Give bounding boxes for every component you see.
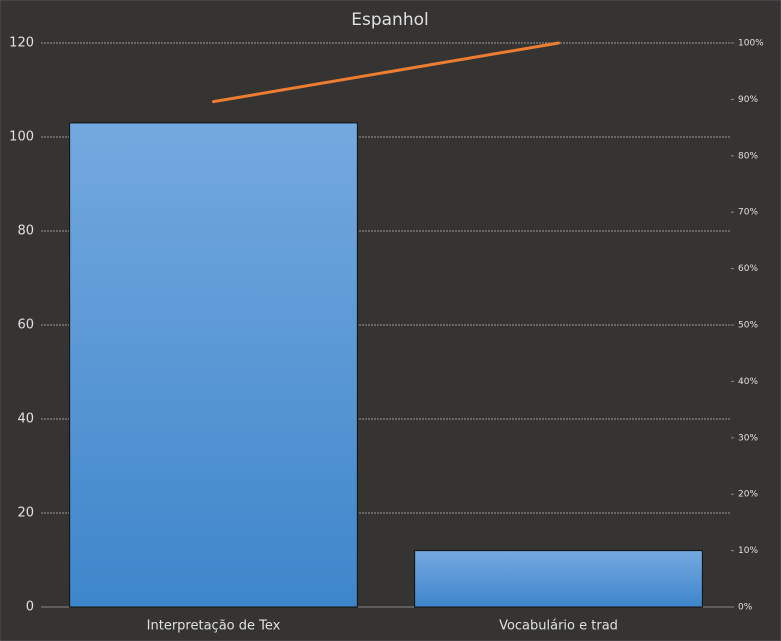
- y-tick-label: 40: [17, 412, 34, 427]
- bar: [69, 122, 358, 608]
- y-tick-label: 60: [17, 318, 34, 333]
- y2-tick-label: 80%: [738, 151, 758, 161]
- cumulative-line: [212, 41, 560, 104]
- y2-tick-label: 60%: [738, 264, 758, 274]
- y2-tick-label: 40%: [738, 377, 758, 387]
- y2-tick-label: 90%: [738, 95, 758, 105]
- x-tick-label: Interpretação de Tex: [147, 619, 281, 634]
- y-tick-label: 80: [17, 224, 34, 239]
- y2-tick-label: 0%: [738, 603, 753, 613]
- y2-tick-label: 10%: [738, 546, 758, 556]
- bar: [414, 550, 703, 608]
- y-tick-label: 100: [9, 130, 34, 145]
- chart-title: Espanhol: [351, 10, 428, 30]
- y2-tick-label: 70%: [738, 208, 758, 218]
- x-tick-label: Vocabulário e trad: [499, 619, 618, 634]
- y-tick-label: 20: [17, 506, 34, 521]
- y2-tick-label: 30%: [738, 433, 758, 443]
- y2-tick-label: 20%: [738, 490, 758, 500]
- y2-tick-label: 100%: [738, 39, 764, 49]
- y2-tick-label: 50%: [738, 321, 758, 331]
- y-tick-label: 120: [9, 36, 34, 51]
- y-tick-label: 0: [26, 600, 34, 615]
